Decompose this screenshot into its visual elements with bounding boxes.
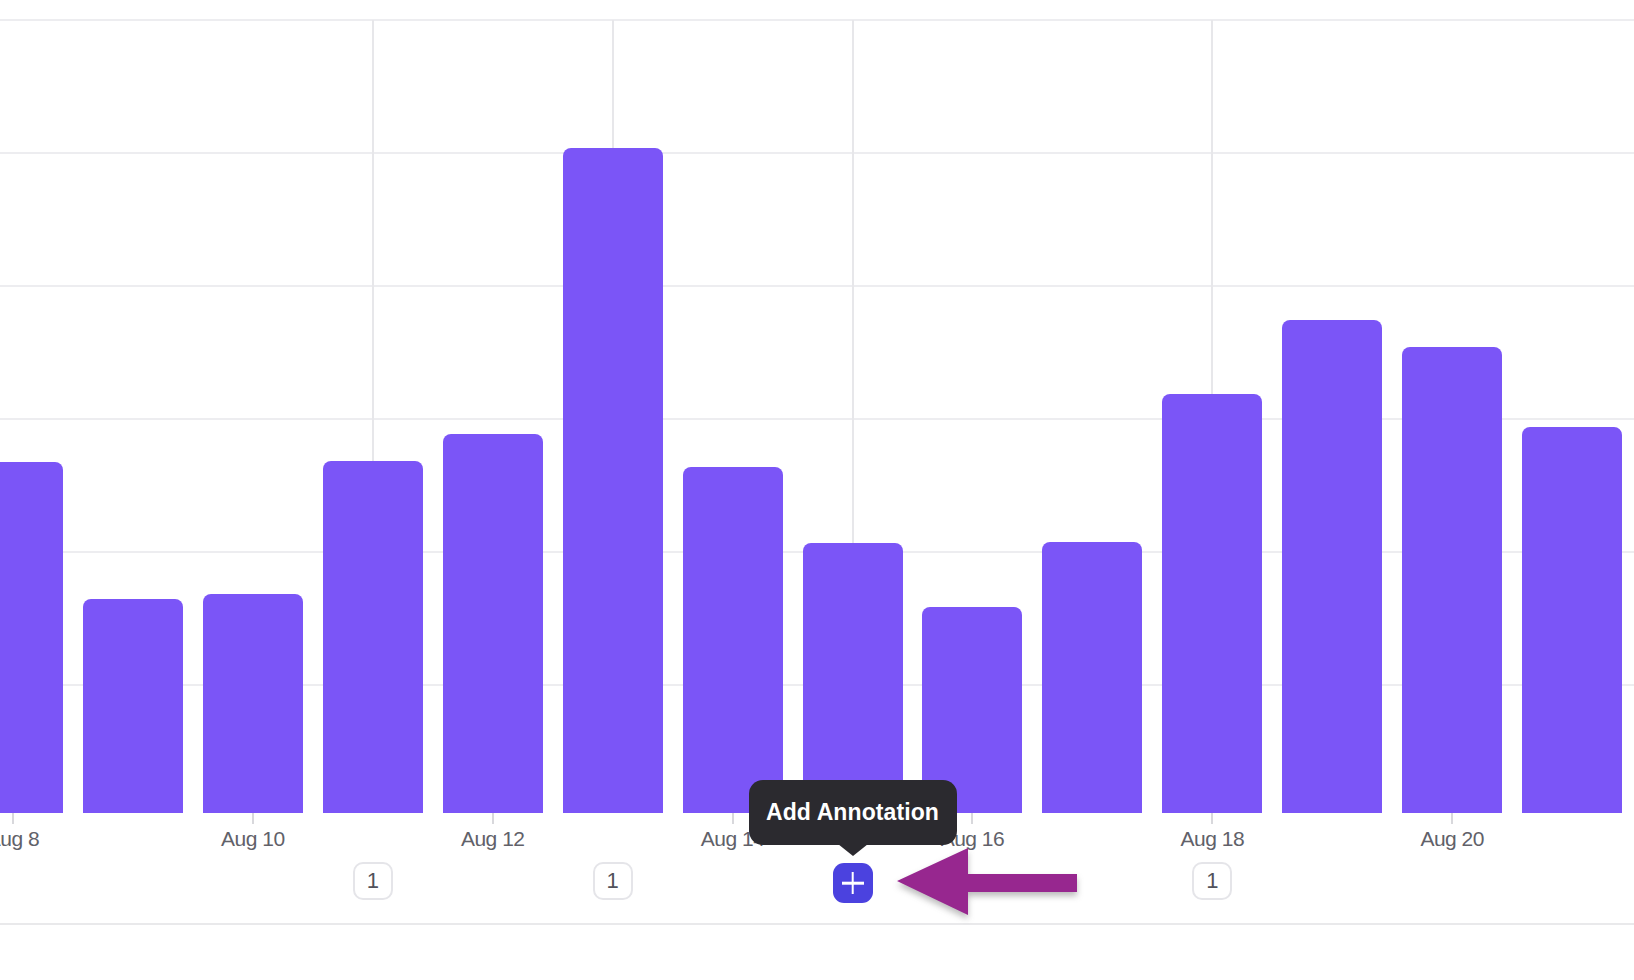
bar[interactable] (563, 148, 663, 813)
bar[interactable] (0, 462, 63, 813)
x-tick-label: Aug 12 (461, 827, 525, 851)
x-tick (732, 813, 734, 824)
bar-chart: Aug 8Aug 10Aug 12Aug 14Aug 16Aug 18Aug 2… (0, 0, 1634, 980)
x-tick (252, 813, 254, 824)
bar[interactable] (803, 543, 903, 813)
annotation-badge[interactable]: 1 (593, 862, 633, 900)
bar[interactable] (323, 461, 423, 813)
bar[interactable] (1042, 542, 1142, 813)
annotation-badge[interactable]: 1 (353, 862, 393, 900)
add-annotation-button[interactable] (833, 863, 873, 903)
bar[interactable] (1402, 347, 1502, 813)
bar[interactable] (83, 599, 183, 813)
gridline (0, 152, 1634, 154)
x-tick-label: Aug 8 (0, 827, 39, 851)
x-tick (492, 813, 494, 824)
x-tick (12, 813, 14, 824)
x-tick-label: Aug 20 (1420, 827, 1484, 851)
arrow-icon (880, 830, 1100, 940)
gridline (0, 418, 1634, 420)
x-tick (1451, 813, 1453, 824)
bar[interactable] (203, 594, 303, 813)
tooltip-pointer (838, 844, 868, 856)
gridline (0, 285, 1634, 287)
annotation-badge[interactable]: 1 (1192, 862, 1232, 900)
bar[interactable] (1162, 394, 1262, 813)
bar[interactable] (1282, 320, 1382, 813)
x-tick-label: Aug 18 (1181, 827, 1245, 851)
bar[interactable] (683, 467, 783, 813)
bar[interactable] (443, 434, 543, 813)
bar[interactable] (1522, 427, 1622, 813)
tooltip-label: Add Annotation (766, 799, 939, 826)
gridline (0, 19, 1634, 21)
x-tick (1211, 813, 1213, 824)
x-tick (971, 813, 973, 824)
x-tick-label: Aug 10 (221, 827, 285, 851)
bottom-divider (0, 923, 1634, 925)
